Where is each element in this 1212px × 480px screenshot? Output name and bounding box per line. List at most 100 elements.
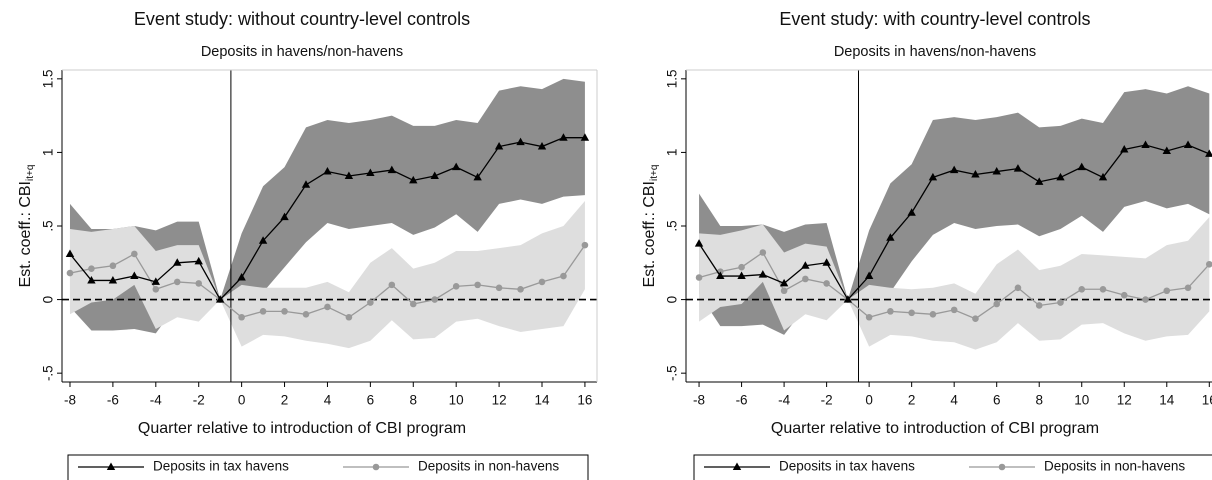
point: [843, 295, 853, 303]
point: [779, 278, 789, 287]
point: [259, 308, 267, 315]
point: [580, 133, 590, 141]
panel: Event study: with country-level controls…: [641, 9, 1212, 480]
point: [409, 300, 417, 308]
point: [537, 142, 547, 150]
point: [1014, 284, 1022, 292]
point: [323, 167, 332, 175]
point: [1120, 144, 1129, 153]
y-tick-label: 0: [41, 296, 56, 304]
point: [452, 283, 460, 290]
x-tick-label: 8: [410, 393, 418, 408]
y-axis-label-main: Est. coeff.: CBI: [17, 181, 34, 287]
x-tick-label: 10: [1074, 393, 1089, 408]
point: [738, 263, 745, 271]
point: [431, 296, 439, 303]
point: [387, 165, 397, 174]
point: [1120, 291, 1128, 299]
x-tick-label: -2: [821, 393, 833, 408]
x-tick-label: 0: [865, 393, 873, 408]
point: [908, 309, 915, 317]
y-axis-label-subscript: it+q: [25, 165, 36, 181]
confidence-band: [69, 200, 585, 349]
point: [258, 236, 268, 244]
legend-marker: [106, 462, 116, 470]
point: [409, 175, 418, 184]
point: [1184, 284, 1192, 292]
x-tick-label: 12: [1117, 393, 1132, 408]
point: [494, 142, 504, 150]
y-tick-label: 1.5: [665, 69, 680, 88]
point: [1163, 287, 1171, 295]
point: [1077, 162, 1086, 171]
point: [737, 271, 746, 280]
point: [929, 311, 937, 318]
chart-title: Event study: without country-level contr…: [134, 9, 470, 29]
point: [1013, 164, 1023, 172]
point: [1056, 172, 1065, 181]
x-tick-label: 8: [1035, 393, 1043, 408]
x-axis-label: Quarter relative to introduction of CBI …: [771, 420, 1099, 437]
point: [1098, 172, 1108, 181]
point: [194, 256, 203, 265]
point: [864, 271, 874, 280]
point: [388, 281, 396, 289]
point: [865, 313, 873, 321]
legend-box: [67, 454, 589, 480]
point: [1035, 302, 1043, 309]
legend-box: [693, 454, 1212, 480]
point: [1141, 140, 1150, 149]
x-tick-label: -4: [150, 393, 162, 408]
point: [560, 272, 567, 280]
legend-marker: [732, 462, 742, 470]
x-tick-label: -6: [736, 393, 748, 408]
point: [451, 162, 461, 171]
x-tick-label: 10: [449, 393, 464, 408]
point: [949, 165, 959, 174]
chart-subtitle: Deposits in havens/non-havens: [834, 44, 1036, 60]
point: [215, 295, 225, 303]
y-axis-label-main: Est. coeff.: CBI: [641, 181, 658, 287]
point: [1142, 296, 1149, 303]
point: [108, 275, 118, 284]
point: [130, 271, 139, 280]
point: [517, 285, 524, 293]
legend-marker: [998, 463, 1006, 471]
point: [173, 258, 182, 266]
y-tick-label: 1: [665, 149, 680, 157]
point: [971, 169, 980, 178]
legend-label: Deposits in tax havens: [153, 459, 289, 474]
point: [281, 308, 288, 315]
point: [238, 313, 245, 321]
chart-title: Event study: with country-level controls: [779, 9, 1090, 29]
x-tick-label: 12: [492, 393, 507, 408]
x-tick-label: 4: [950, 393, 958, 408]
x-tick-label: 14: [1159, 393, 1175, 408]
point: [694, 239, 704, 247]
x-tick-label: 6: [367, 393, 375, 408]
legend-label: Deposits in non-havens: [1044, 459, 1185, 474]
point: [907, 208, 916, 216]
confidence-band: [699, 217, 1210, 350]
x-tick-label: -6: [107, 393, 119, 408]
point: [88, 265, 95, 272]
point: [992, 167, 1001, 175]
x-tick-label: -4: [778, 393, 790, 408]
panel: Event study: without country-level contr…: [17, 9, 598, 480]
point: [886, 233, 895, 241]
point: [301, 180, 311, 188]
point: [345, 313, 353, 321]
point: [887, 308, 894, 315]
point: [1183, 140, 1193, 149]
point: [280, 212, 289, 221]
point: [195, 280, 203, 287]
point: [716, 271, 725, 280]
point: [366, 168, 375, 177]
point: [1035, 177, 1044, 185]
point: [65, 249, 75, 257]
point: [237, 273, 246, 281]
point: [473, 172, 482, 181]
point: [1205, 149, 1212, 157]
point: [151, 277, 161, 285]
point: [430, 171, 439, 179]
